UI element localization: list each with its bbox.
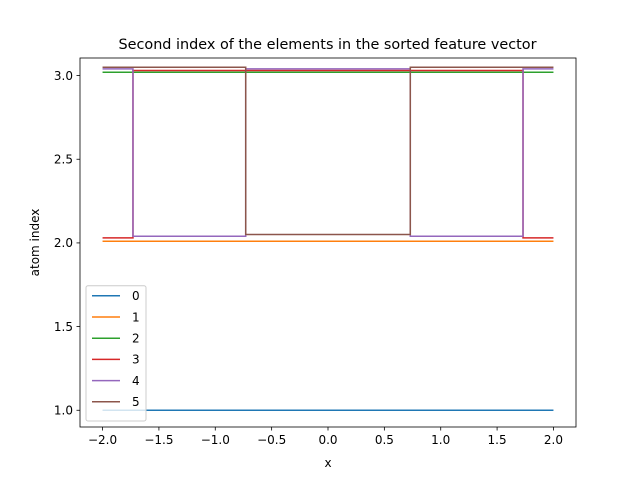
x-tick-label: −0.5 bbox=[257, 433, 286, 447]
series-line-5 bbox=[102, 66, 554, 236]
y-tick-label: 2.0 bbox=[54, 236, 73, 250]
x-tick-label: 0.0 bbox=[318, 433, 337, 447]
y-tick-label: 1.0 bbox=[54, 404, 73, 418]
x-tick-label: 1.5 bbox=[488, 433, 507, 447]
y-tick-label: 1.5 bbox=[54, 320, 73, 334]
x-tick-label: −1.5 bbox=[144, 433, 173, 447]
series-line-4 bbox=[102, 68, 554, 237]
legend-label-2: 2 bbox=[132, 332, 140, 346]
legend-label-5: 5 bbox=[132, 395, 140, 409]
legend-label-4: 4 bbox=[132, 374, 140, 388]
legend-label-1: 1 bbox=[132, 310, 140, 324]
axes-frame bbox=[79, 57, 577, 428]
legend-label-0: 0 bbox=[132, 289, 140, 303]
series-line-3 bbox=[102, 69, 554, 239]
x-tick-label: 1.0 bbox=[431, 433, 450, 447]
x-tick-label: −2.0 bbox=[88, 433, 117, 447]
chart-title: Second index of the elements in the sort… bbox=[118, 37, 536, 53]
x-tick-label: 2.0 bbox=[544, 433, 563, 447]
y-axis-label: atom index bbox=[28, 209, 42, 277]
legend: 0 1 2 3 4 5 bbox=[85, 285, 147, 422]
y-ticks: 1.0 1.5 2.0 2.5 3.0 bbox=[54, 69, 80, 418]
y-tick-label: 3.0 bbox=[54, 69, 73, 83]
x-axis-label: x bbox=[324, 456, 331, 470]
plot-lines bbox=[102, 66, 554, 412]
legend-box bbox=[85, 285, 147, 422]
x-tick-label: −1.0 bbox=[201, 433, 230, 447]
x-tick-label: 0.5 bbox=[375, 433, 394, 447]
legend-label-3: 3 bbox=[132, 353, 140, 367]
y-tick-label: 2.5 bbox=[54, 153, 73, 167]
x-ticks: −2.0 −1.5 −1.0 −0.5 0.0 0.5 1.0 1.5 2.0 bbox=[88, 427, 563, 447]
